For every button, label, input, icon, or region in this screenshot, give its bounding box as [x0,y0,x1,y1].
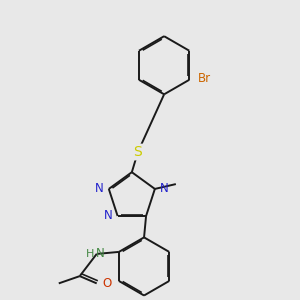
Text: N: N [160,182,169,195]
Text: O: O [102,277,112,290]
Text: N: N [104,209,113,223]
Text: S: S [134,145,142,159]
Text: N: N [95,182,104,195]
Text: N: N [96,248,105,260]
Text: H: H [85,249,94,259]
Text: Br: Br [198,73,211,85]
